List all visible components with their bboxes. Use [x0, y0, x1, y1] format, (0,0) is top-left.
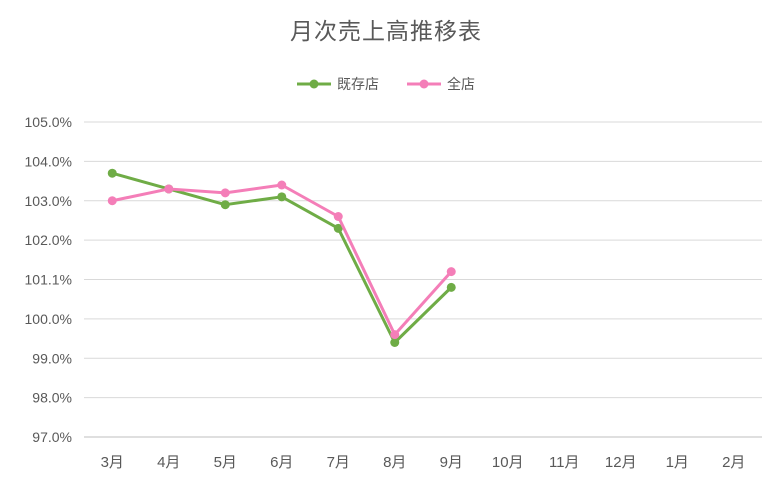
x-tick-label: 9月	[440, 454, 463, 471]
x-tick-label: 8月	[383, 454, 406, 471]
x-tick-label: 1月	[666, 454, 689, 471]
x-tick-label: 10月	[492, 454, 524, 471]
series-marker-existing-stores	[277, 192, 287, 202]
y-tick-label: 101.1%	[25, 272, 72, 288]
y-tick-label: 103.0%	[25, 193, 72, 209]
x-tick-label: 2月	[722, 454, 745, 471]
x-tick-label: 6月	[270, 454, 293, 471]
series-marker-all-stores	[333, 212, 343, 221]
y-tick-label: 102.0%	[25, 232, 72, 248]
series-marker-existing-stores	[333, 223, 343, 233]
x-tick-label: 12月	[605, 454, 637, 471]
y-tick-label: 97.0%	[32, 429, 72, 445]
y-tick-label: 104.0%	[25, 153, 72, 169]
legend-item-all-stores: 全店	[407, 74, 475, 94]
series-marker-all-stores	[220, 188, 230, 198]
y-tick-label: 105.0%	[25, 114, 72, 130]
series-marker-all-stores	[446, 267, 456, 277]
series-marker-existing-stores	[446, 282, 456, 292]
series-marker-all-stores	[390, 330, 400, 340]
series-marker-existing-stores	[390, 338, 400, 347]
x-tick-label: 7月	[327, 454, 350, 471]
series-marker-all-stores	[107, 196, 117, 206]
chart-legend: 既存店 全店	[0, 74, 772, 94]
x-tick-label: 5月	[214, 454, 237, 471]
legend-marker-all-stores-icon	[407, 79, 441, 89]
series-line-all-stores	[110, 183, 453, 337]
y-tick-label: 99.0%	[32, 350, 72, 366]
legend-label-all-stores: 全店	[447, 76, 475, 92]
series-marker-all-stores	[277, 180, 287, 190]
y-tick-label: 100.0%	[25, 311, 72, 327]
chart-title: 月次売上高推移表	[290, 18, 482, 44]
x-tick-label: 11月	[549, 454, 580, 471]
series-marker-all-stores	[164, 184, 174, 194]
legend-item-existing-stores: 既存店	[297, 74, 379, 94]
x-tick-label: 3月	[101, 454, 124, 471]
series-marker-existing-stores	[107, 168, 117, 178]
series-marker-existing-stores	[220, 200, 230, 210]
legend-marker-existing-stores-icon	[297, 79, 331, 89]
y-tick-label: 98.0%	[32, 390, 72, 406]
x-tick-label: 4月	[157, 454, 180, 471]
legend-label-existing-stores: 既存店	[337, 76, 379, 92]
